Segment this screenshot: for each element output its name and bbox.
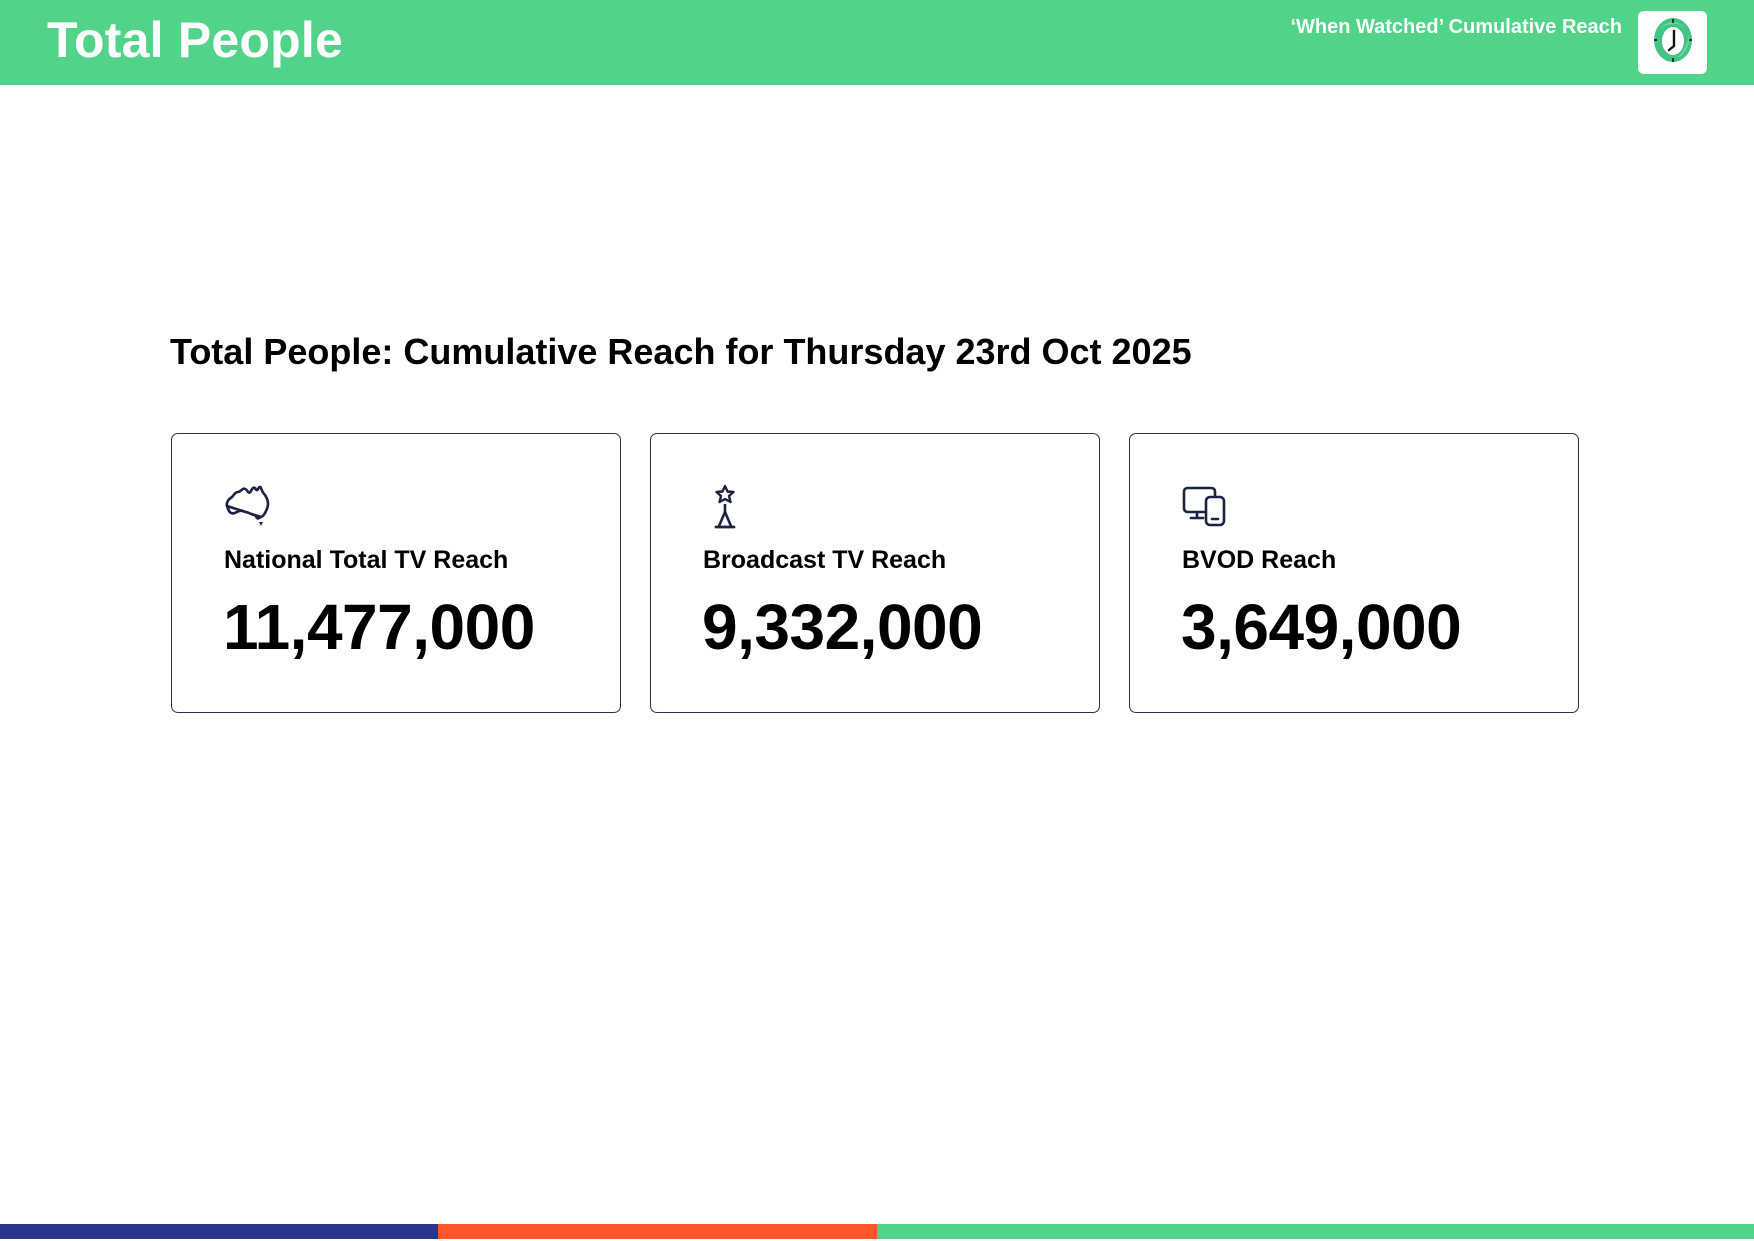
section-title: Total People: Cumulative Reach for Thurs… xyxy=(170,331,1192,372)
page-title: Total People xyxy=(47,12,343,68)
card-label: Broadcast TV Reach xyxy=(703,546,947,574)
footer-color-stripe xyxy=(0,1224,1754,1239)
card-value: 3,649,000 xyxy=(1181,591,1462,663)
broadcast-tower-star-icon xyxy=(702,484,750,530)
card-value: 11,477,000 xyxy=(223,591,535,663)
card-national-total-tv-reach: National Total TV Reach 11,477,000 xyxy=(171,433,621,713)
card-label: National Total TV Reach xyxy=(224,546,509,574)
card-broadcast-tv-reach: Broadcast TV Reach 9,332,000 xyxy=(650,433,1100,713)
stripe-segment-green xyxy=(877,1224,1754,1239)
card-bvod-reach: BVOD Reach 3,649,000 xyxy=(1129,433,1579,713)
header-bar: Total People ‘When Watched’ Cumulative R… xyxy=(0,0,1754,85)
report-subtitle: ‘When Watched’ Cumulative Reach xyxy=(1290,16,1622,38)
reach-cards: National Total TV Reach 11,477,000 Broad… xyxy=(171,433,1579,713)
devices-monitor-phone-icon xyxy=(1181,484,1229,530)
stripe-segment-orange xyxy=(438,1224,877,1239)
card-value: 9,332,000 xyxy=(702,591,983,663)
clock-logo xyxy=(1638,11,1707,74)
clock-icon xyxy=(1651,16,1695,69)
australia-map-icon xyxy=(223,484,271,530)
card-label: BVOD Reach xyxy=(1182,546,1337,574)
stripe-segment-navy xyxy=(0,1224,438,1239)
